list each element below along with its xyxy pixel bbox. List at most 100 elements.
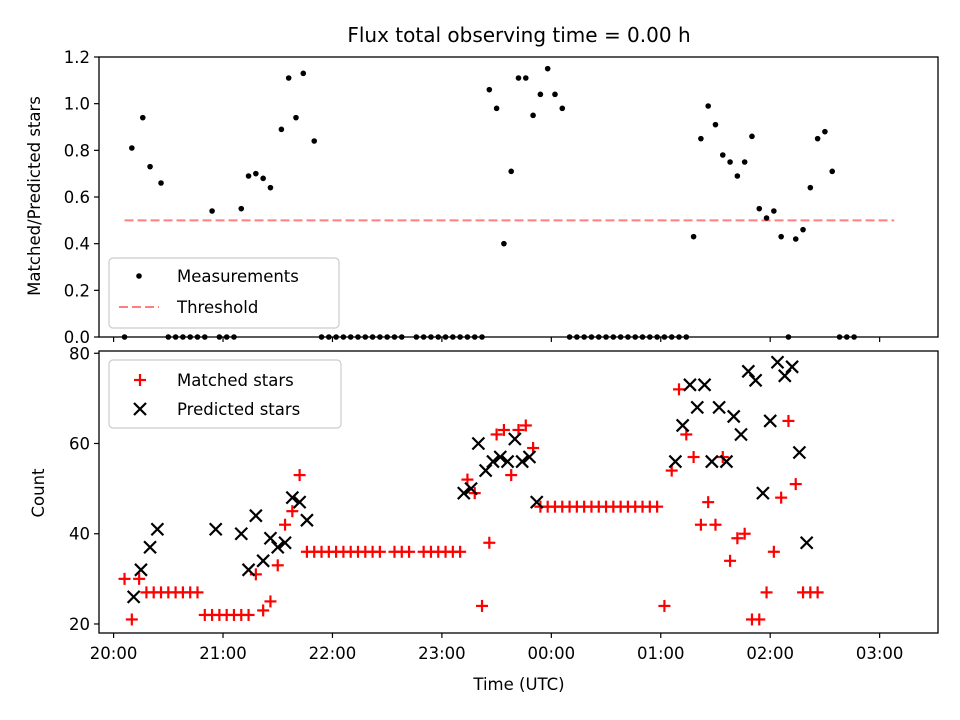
measurement-point — [771, 208, 777, 214]
x-tick-label: 00:00 — [528, 644, 576, 663]
matched-star-point — [767, 545, 780, 558]
legend-predicted-label: Predicted stars — [177, 400, 300, 419]
predicted-star-point — [457, 486, 471, 500]
predicted-star-point — [690, 400, 705, 415]
top-y-tick-label: 1.0 — [64, 95, 90, 114]
predicted-star-point — [150, 522, 165, 537]
matched-star-point — [709, 518, 722, 531]
predicted-star-point — [712, 400, 726, 415]
matched-star-point — [497, 423, 510, 436]
matched-star-point — [651, 500, 664, 513]
matched-star-point — [373, 545, 386, 558]
measurement-point — [147, 163, 153, 170]
x-tick-label: 22:00 — [309, 644, 357, 663]
measurement-point — [705, 103, 711, 109]
top-x-ticks — [112, 337, 881, 342]
predicted-star-point — [785, 360, 799, 374]
legend-matched-marker — [134, 374, 146, 386]
measurement-point — [300, 70, 307, 77]
matched-star-point — [133, 572, 146, 585]
measurement-point — [501, 240, 507, 247]
bottom-y-tick-label: 80 — [69, 344, 90, 363]
x-tick-label: 20:00 — [90, 644, 138, 663]
matched-star-point — [279, 518, 292, 531]
measurement-point — [245, 173, 252, 179]
predicted-star-point — [705, 454, 719, 469]
matched-star-point — [694, 518, 707, 531]
predicted-star-point — [508, 432, 522, 446]
measurement-point — [778, 233, 784, 240]
measurement-point — [741, 159, 748, 165]
measurement-point — [508, 168, 515, 175]
predicted-star-point — [726, 409, 741, 424]
matched-star-point — [702, 496, 715, 509]
matched-star-point — [403, 545, 416, 558]
measurement-point — [515, 75, 522, 81]
predicted-star-point — [256, 554, 270, 568]
measurement-point — [800, 226, 806, 233]
bottom-y-tick-label: 60 — [69, 434, 90, 453]
matched-star-point — [191, 586, 204, 599]
matched-star-point — [731, 532, 744, 545]
x-axis-label: Time (UTC) — [472, 675, 564, 694]
predicted-star-point — [263, 531, 278, 546]
measurement-point — [698, 135, 704, 142]
measurement-point — [253, 170, 259, 177]
matched-star-point — [738, 527, 751, 540]
top-y-tick-label: 1.2 — [64, 48, 90, 67]
bottom-plot-area — [118, 355, 824, 626]
predicted-star-point — [756, 486, 770, 500]
predicted-star-point — [515, 454, 529, 469]
measurement-point — [756, 205, 763, 212]
predicted-star-point — [126, 590, 141, 604]
legend-threshold-label: Threshold — [176, 298, 258, 317]
matched-star-point — [789, 478, 802, 491]
matched-star-point — [271, 559, 284, 572]
predicted-star-point — [493, 450, 508, 464]
predicted-star-point — [234, 526, 249, 541]
predicted-star-point — [719, 454, 734, 469]
bottom-y-tick-label: 20 — [69, 615, 90, 634]
x-tick-label: 02:00 — [746, 644, 794, 663]
top-legend: Measurements Threshold — [108, 257, 340, 329]
measurement-point — [139, 114, 146, 121]
predicted-star-point — [763, 414, 777, 428]
bottom-y-ticks: 20 40 60 80 — [69, 344, 99, 634]
predicted-star-point — [241, 563, 256, 577]
top-panel: Flux total observing time = 0.00 h Match… — [25, 23, 939, 347]
predicted-star-point — [471, 436, 486, 451]
measurement-point — [749, 133, 755, 140]
measurement-point — [486, 86, 493, 93]
matched-star-point — [242, 608, 255, 621]
predicted-star-point — [741, 364, 756, 379]
legend-measurements-label: Measurements — [177, 267, 299, 286]
matched-star-point — [687, 451, 700, 464]
measurement-point — [822, 128, 828, 135]
top-y-tick-label: 0.8 — [64, 141, 90, 160]
matched-star-point — [782, 414, 795, 427]
measurement-point — [285, 75, 292, 81]
measurement-point — [267, 184, 274, 191]
predicted-star-point — [734, 427, 748, 442]
predicted-star-point — [675, 418, 690, 433]
matched-star-point — [724, 554, 737, 567]
predicted-star-point — [529, 495, 544, 509]
measurement-point — [734, 173, 741, 179]
bottom-panel: Count Time (UTC) 20 40 60 80 20:00 21:00 22:0… — [29, 344, 939, 694]
matched-star-point — [490, 428, 503, 441]
matched-star-point — [519, 419, 532, 432]
measurement-point — [763, 215, 770, 221]
bottom-axes-frame — [98, 350, 939, 634]
matched-star-point — [811, 586, 824, 599]
predicted-star-point — [792, 445, 807, 460]
predicted-star-point — [770, 355, 785, 370]
x-tick-label: 23:00 — [418, 644, 466, 663]
legend-measurements-marker — [136, 273, 142, 279]
matched-star-point — [505, 469, 518, 482]
measurement-point — [537, 91, 544, 98]
predicted-star-point — [697, 378, 712, 392]
matched-star-point — [118, 572, 131, 585]
predicted-star-point — [285, 490, 300, 505]
top-y-axis-label: Matched/Predicted stars — [25, 96, 44, 296]
